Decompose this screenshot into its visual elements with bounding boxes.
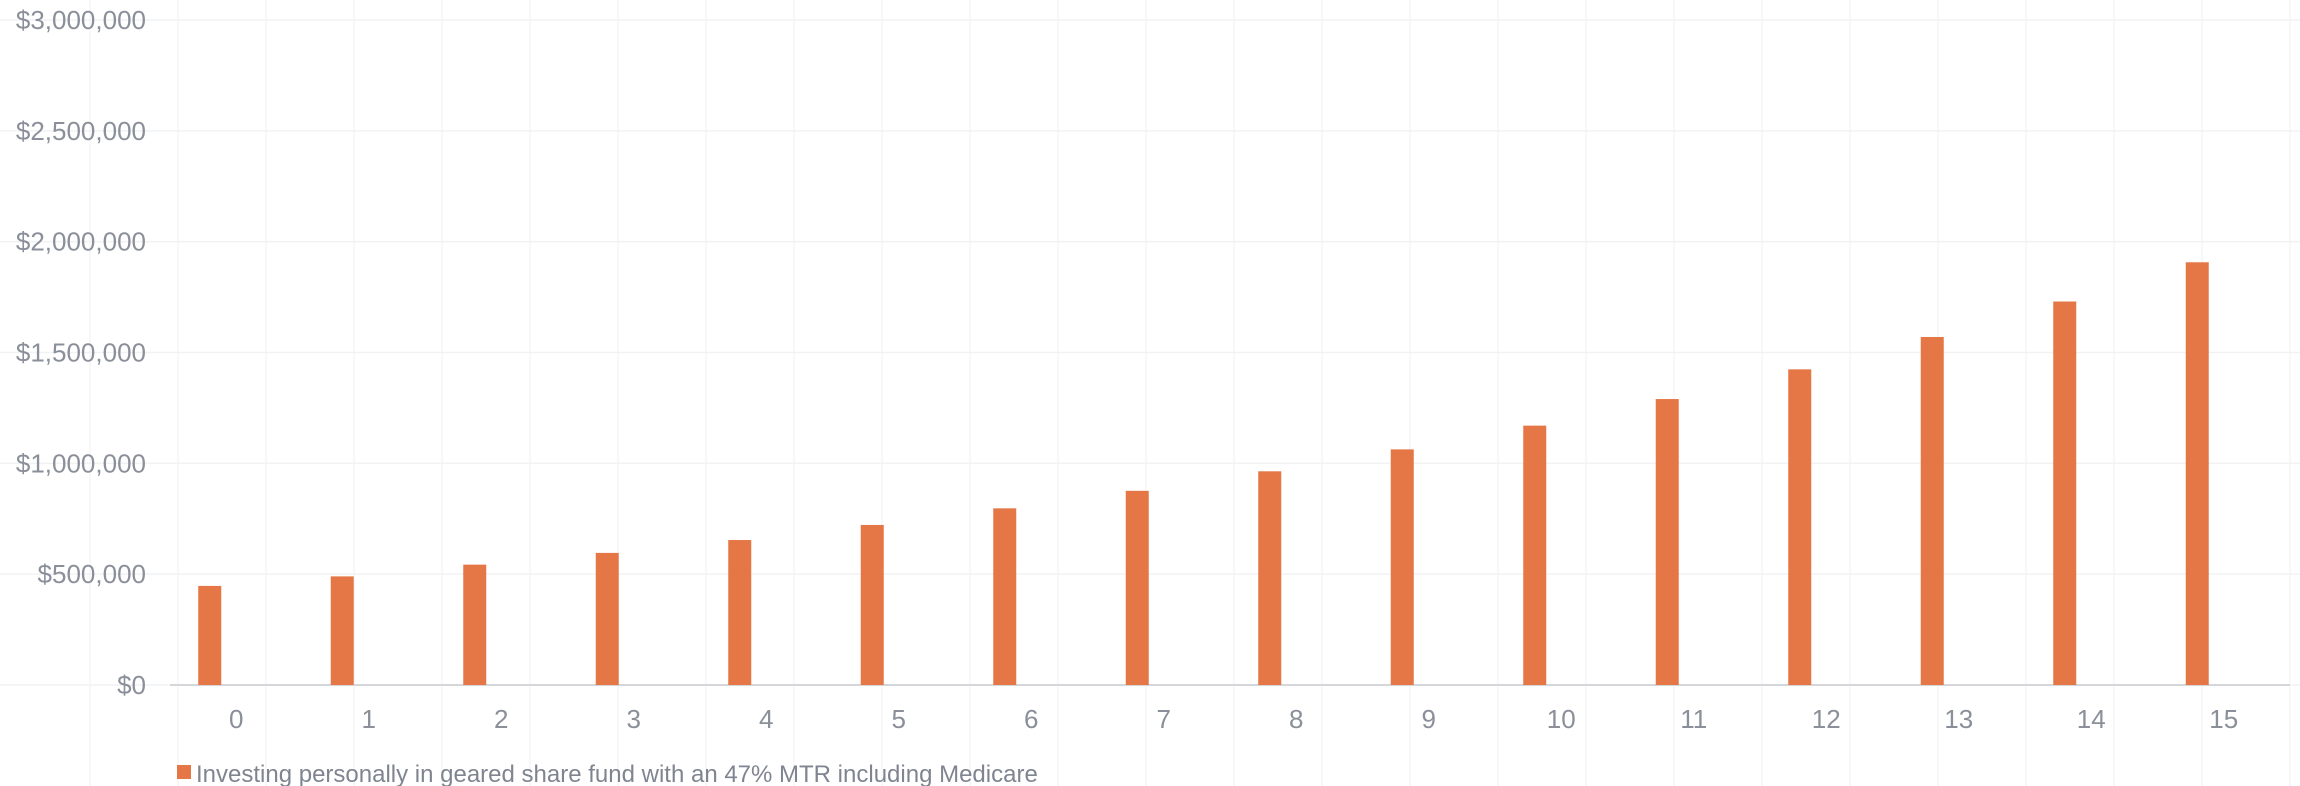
bar (463, 564, 487, 685)
x-tick-label: 6 (1024, 704, 1038, 734)
bar (2185, 262, 2209, 685)
bars (198, 262, 2209, 685)
x-tick-label: 7 (1157, 704, 1171, 734)
x-tick-label: 3 (627, 704, 641, 734)
legend: Investing personally in geared share fun… (177, 761, 1038, 786)
y-tick-label: $0 (117, 670, 146, 700)
x-tick-label: 10 (1547, 704, 1576, 734)
x-tick-label: 0 (229, 704, 243, 734)
bar (1258, 471, 1282, 685)
bar (1125, 490, 1149, 685)
x-tick-label: 5 (892, 704, 906, 734)
x-tick-label: 13 (1944, 704, 1973, 734)
x-tick-label: 9 (1422, 704, 1436, 734)
legend-swatch (177, 765, 191, 779)
bar (595, 552, 619, 685)
bar (1920, 336, 1944, 685)
bar (1788, 369, 1812, 685)
bar (1523, 425, 1547, 685)
x-tick-label: 4 (759, 704, 773, 734)
y-tick-label: $2,500,000 (16, 116, 146, 146)
bar (1390, 449, 1414, 685)
x-tick-label: 2 (494, 704, 508, 734)
x-tick-label: 11 (1680, 704, 1707, 734)
y-tick-label: $2,000,000 (16, 227, 146, 257)
y-tick-label: $1,000,000 (16, 448, 146, 478)
x-axis-ticks: 0 1 2 3 4 5 6 7 8 9 10 11 12 13 14 15 (229, 704, 2238, 734)
y-tick-label: $500,000 (38, 559, 146, 589)
x-tick-label: 14 (2077, 704, 2106, 734)
x-tick-label: 12 (1812, 704, 1841, 734)
bar (1655, 399, 1679, 685)
y-axis-ticks: $0 $500,000 $1,000,000 $1,500,000 $2,000,000… (16, 5, 146, 700)
bar (860, 524, 884, 685)
legend-label: Investing personally in geared share fun… (196, 761, 1038, 786)
y-tick-label: $1,500,000 (16, 338, 146, 368)
bar (2053, 301, 2077, 685)
x-tick-label: 15 (2209, 704, 2238, 734)
y-tick-label: $3,000,000 (16, 5, 146, 35)
x-tick-label: 8 (1289, 704, 1303, 734)
x-tick-label: 1 (362, 704, 376, 734)
bar (728, 540, 752, 685)
bar (198, 585, 222, 685)
bar (330, 576, 354, 685)
bar (993, 508, 1017, 685)
